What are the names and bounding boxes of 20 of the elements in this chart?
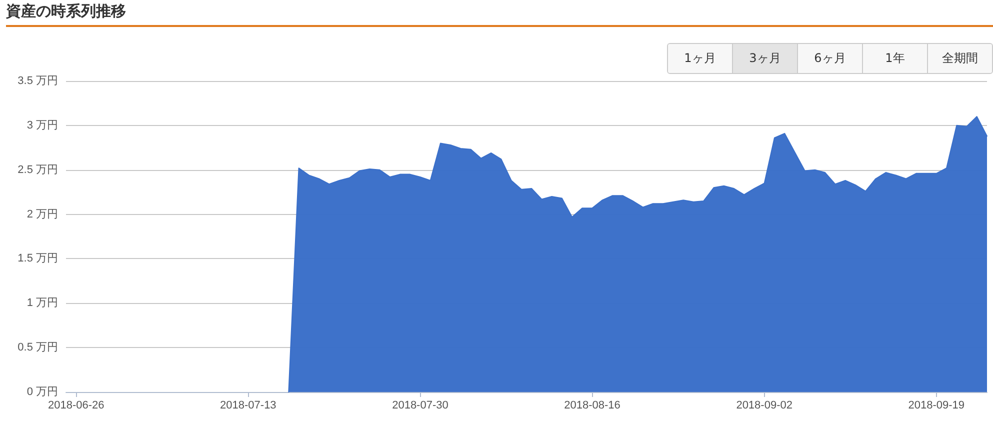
x-tick-label: 2018-07-13 — [220, 400, 276, 412]
text: 1年 — [862, 44, 927, 73]
chart-title: 資産の時系列推移 — [6, 2, 126, 21]
x-tick-label: 2018-07-30 — [392, 400, 448, 412]
y-tick-label: 2.5 万円 — [18, 164, 58, 176]
x-tick-label: 2018-09-19 — [908, 400, 965, 412]
y-tick-label: 0 万円 — [26, 386, 58, 398]
y-tick-label: 1 万円 — [26, 297, 58, 310]
text: 3ヶ月 — [732, 44, 797, 73]
x-tick-label: 2018-06-26 — [48, 400, 104, 412]
y-tick-label: 0.5 万円 — [18, 342, 58, 354]
y-tick-label: 2 万円 — [26, 208, 58, 220]
x-tick-label: 2018-08-16 — [564, 400, 620, 412]
y-tick-label: 3 万円 — [26, 119, 58, 132]
text: 全期間 — [927, 44, 992, 73]
y-tick-label: 3.5 万円 — [18, 75, 58, 87]
x-tick-label: 2018-09-02 — [736, 400, 792, 412]
y-tick-label: 1.5 万円 — [18, 252, 58, 265]
text: 6ヶ月 — [797, 44, 862, 73]
text: 1ヶ月 — [668, 44, 732, 73]
